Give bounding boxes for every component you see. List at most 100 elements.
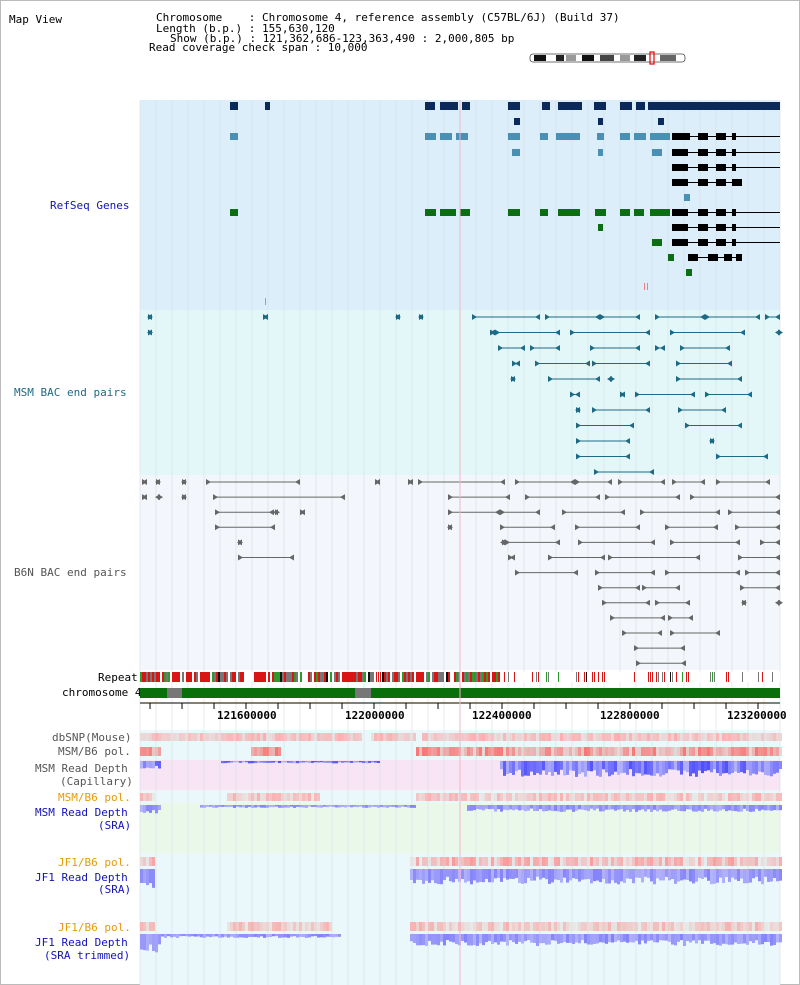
- gene-exon[interactable]: [672, 164, 688, 171]
- gene-exon[interactable]: [698, 224, 708, 231]
- gene-exon[interactable]: [724, 254, 732, 261]
- gene-exon[interactable]: [732, 239, 736, 246]
- gene-exon[interactable]: [594, 102, 606, 110]
- gene-exon[interactable]: [672, 209, 688, 216]
- gene-exon[interactable]: [598, 149, 603, 156]
- chromosome-ideogram[interactable]: [529, 51, 686, 65]
- gene-exon[interactable]: [230, 102, 238, 110]
- gene-exon[interactable]: [508, 209, 520, 216]
- refseq-genes-track[interactable]: [230, 102, 780, 305]
- gene-exon[interactable]: [440, 209, 456, 216]
- gene-exon[interactable]: [732, 149, 736, 156]
- gene-exon[interactable]: [650, 133, 670, 140]
- gene-exon[interactable]: [698, 149, 708, 156]
- gene-exon[interactable]: [708, 254, 718, 261]
- gene-exon[interactable]: [688, 254, 698, 261]
- msm-b6-pol-label[interactable]: MSM/B6 pol.: [58, 745, 131, 758]
- polymorphism-depth-tracks: [140, 733, 782, 953]
- gene-exon[interactable]: [598, 118, 603, 125]
- gene-exon[interactable]: [672, 179, 688, 186]
- gene-exon[interactable]: [698, 164, 708, 171]
- show-range-info: Show (b.p.) : 121,362,686-123,363,490 : …: [170, 32, 514, 45]
- dbsnp-label[interactable]: dbSNP(Mouse): [52, 731, 131, 744]
- gene-exon[interactable]: [668, 254, 674, 261]
- gene-exon[interactable]: [732, 209, 736, 216]
- gene-exon[interactable]: [425, 102, 435, 110]
- gene-exon[interactable]: [542, 102, 550, 110]
- gene-exon[interactable]: [425, 133, 436, 140]
- gene-exon[interactable]: [440, 102, 458, 110]
- gene-exon[interactable]: [672, 224, 688, 231]
- b6n-bac-track[interactable]: [142, 479, 783, 667]
- gene-exon[interactable]: [658, 118, 664, 125]
- gene-exon[interactable]: [230, 133, 238, 140]
- jf1-depth-trimmed-label[interactable]: JF1 Read Depth: [35, 936, 128, 949]
- msm-bac-track[interactable]: [147, 314, 783, 475]
- gene-exon[interactable]: [460, 209, 470, 216]
- gene-exon[interactable]: [556, 133, 580, 140]
- gene-exon[interactable]: [732, 164, 736, 171]
- jf1-depth-sra-label[interactable]: JF1 Read Depth: [35, 871, 128, 884]
- gene-exon[interactable]: [716, 133, 726, 140]
- gene-exon[interactable]: [698, 209, 708, 216]
- axis-tick-label: 122400000: [472, 709, 532, 722]
- gene-exon[interactable]: [540, 133, 548, 140]
- gene-exon[interactable]: [716, 239, 726, 246]
- gene-exon[interactable]: [514, 118, 520, 125]
- gene-exon[interactable]: [440, 133, 452, 140]
- refseq-genes-label[interactable]: RefSeq Genes: [50, 199, 129, 212]
- gene-exon[interactable]: [732, 179, 742, 186]
- gene-exon[interactable]: [540, 209, 548, 216]
- b6n-bac-label[interactable]: B6N BAC end pairs: [14, 566, 127, 579]
- gene-exon[interactable]: [265, 102, 270, 110]
- jf1-b6-pol-trimmed-label[interactable]: JF1/B6 pol.: [58, 921, 131, 934]
- gene-exon[interactable]: [652, 149, 662, 156]
- msm-depth-capillary-label[interactable]: MSM Read Depth: [35, 762, 128, 775]
- gene-exon[interactable]: [698, 179, 708, 186]
- gene-exon[interactable]: [716, 224, 726, 231]
- gene-exon[interactable]: [732, 224, 736, 231]
- gene-exon[interactable]: [716, 149, 726, 156]
- gene-exon[interactable]: [672, 149, 688, 156]
- gene-exon[interactable]: [716, 209, 726, 216]
- gene-exon[interactable]: [634, 209, 644, 216]
- gene-exon[interactable]: [456, 133, 468, 140]
- gene-feature[interactable]: [668, 102, 780, 110]
- msm-b6-pol-sra-label[interactable]: MSM/B6 pol.: [58, 791, 131, 804]
- gene-exon[interactable]: [620, 133, 630, 140]
- gene-exon[interactable]: [558, 102, 582, 110]
- gene-exon[interactable]: [732, 133, 736, 140]
- gene-exon[interactable]: [636, 102, 645, 110]
- gene-exon[interactable]: [652, 239, 662, 246]
- msm-bac-label[interactable]: MSM BAC end pairs: [14, 386, 127, 399]
- msm-depth-sra-label[interactable]: MSM Read Depth: [35, 806, 128, 819]
- gene-exon[interactable]: [558, 209, 580, 216]
- gene-exon[interactable]: [597, 133, 604, 140]
- gene-exon[interactable]: [634, 133, 646, 140]
- gene-exon[interactable]: [425, 209, 436, 216]
- gene-exon[interactable]: [684, 194, 690, 201]
- gene-exon[interactable]: [648, 102, 668, 110]
- gene-exon[interactable]: [508, 133, 520, 140]
- gene-exon[interactable]: [672, 239, 688, 246]
- gene-exon[interactable]: [698, 239, 708, 246]
- axis-tick-label: 122800000: [600, 709, 660, 722]
- gene-exon[interactable]: [230, 209, 238, 216]
- jf1-b6-pol-label[interactable]: JF1/B6 pol.: [58, 856, 131, 869]
- gene-exon[interactable]: [650, 209, 670, 216]
- gene-exon[interactable]: [698, 133, 708, 140]
- gene-exon[interactable]: [716, 179, 726, 186]
- gene-exon[interactable]: [716, 164, 726, 171]
- gene-exon[interactable]: [595, 209, 606, 216]
- gene-exon[interactable]: [620, 102, 632, 110]
- gene-exon[interactable]: [620, 209, 630, 216]
- gene-exon[interactable]: [672, 133, 690, 140]
- gene-exon[interactable]: [462, 102, 470, 110]
- gene-exon[interactable]: [508, 102, 520, 110]
- gene-exon[interactable]: [598, 224, 603, 231]
- gene-exon[interactable]: [736, 254, 742, 261]
- gene-exon[interactable]: [686, 269, 692, 276]
- gene-exon[interactable]: [512, 149, 520, 156]
